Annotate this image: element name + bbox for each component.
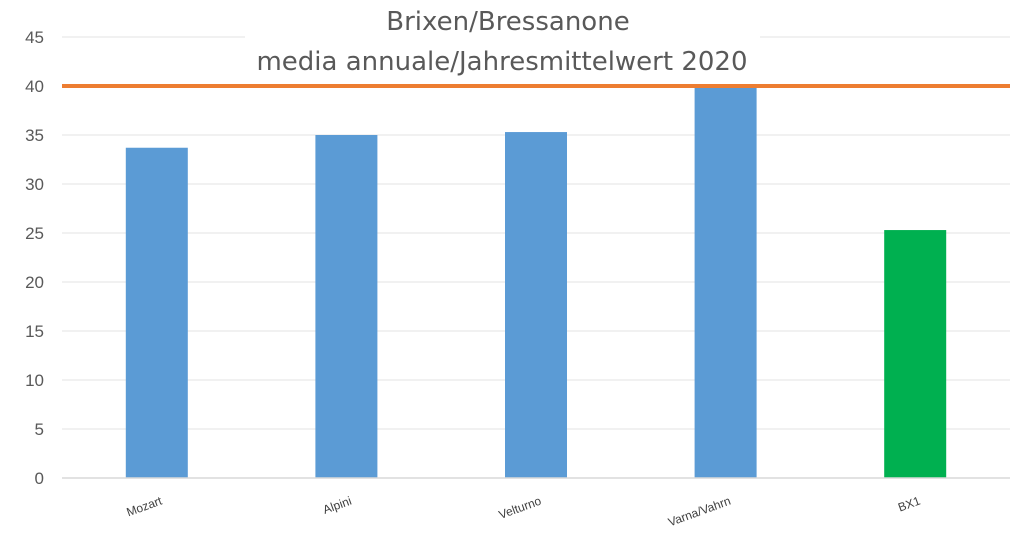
bar-bx1 — [884, 230, 947, 478]
y-tick-label: 20 — [25, 273, 44, 292]
chart-title-line-1: Brixen/Bressanone — [386, 7, 629, 37]
y-tick-label: 35 — [25, 126, 44, 145]
bar-alpini — [315, 135, 378, 478]
y-tick-label: 5 — [35, 420, 44, 439]
bar-velturno — [505, 132, 567, 478]
y-tick-label: 45 — [25, 28, 44, 47]
y-tick-label: 15 — [25, 322, 44, 341]
x-category-label: Velturno — [497, 494, 543, 522]
bar-varna-vahrn — [694, 86, 757, 478]
x-category-label: Varna/Vahrn — [666, 494, 732, 530]
x-axis-labels: Mozart Alpini Velturno Varna/Vahrn BX1 — [125, 493, 923, 529]
chart-title-line-2: media annuale/Jahresmittelwert 2020 — [256, 47, 747, 77]
title-background — [245, 6, 760, 78]
bars — [125, 86, 947, 479]
y-tick-label: 25 — [25, 224, 44, 243]
x-category-label: Alpini — [321, 494, 353, 517]
y-axis-ticks: 0 5 10 15 20 25 30 35 40 45 — [25, 28, 44, 488]
bar-mozart — [125, 147, 188, 479]
y-tick-label: 0 — [35, 469, 44, 488]
y-tick-label: 40 — [25, 77, 44, 96]
x-category-label: Mozart — [125, 493, 165, 519]
x-category-label: BX1 — [896, 494, 922, 515]
y-tick-label: 10 — [25, 371, 44, 390]
y-tick-label: 30 — [25, 175, 44, 194]
